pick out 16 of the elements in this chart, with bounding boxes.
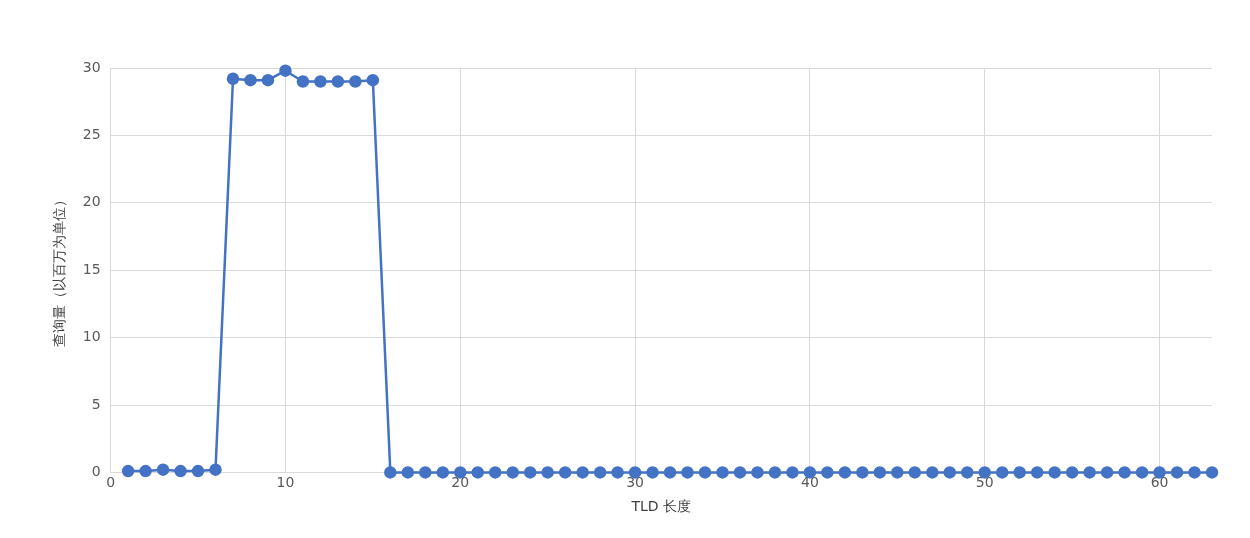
x-axis-title: TLD 长度 — [630, 498, 692, 515]
y-tick-label: 20 — [82, 193, 101, 210]
y-tick-label: 25 — [82, 126, 101, 143]
y-tick-label: 10 — [82, 328, 101, 345]
y-tick-label: 5 — [91, 395, 101, 412]
y-tick-label: 15 — [82, 260, 101, 277]
x-tick-label: 50 — [975, 474, 994, 491]
x-tick-label: 40 — [800, 474, 819, 491]
x-tick-label: 20 — [451, 474, 470, 491]
y-tick-label: 0 — [91, 463, 101, 480]
x-tick-label: 60 — [1150, 474, 1169, 491]
y-axis-title: 查询量（以百万为单位） — [51, 193, 68, 348]
x-tick-label: 10 — [276, 474, 295, 491]
y-tick-label: 30 — [82, 58, 101, 75]
x-tick-label: 30 — [626, 474, 644, 491]
x-tick-label: 0 — [106, 474, 116, 491]
